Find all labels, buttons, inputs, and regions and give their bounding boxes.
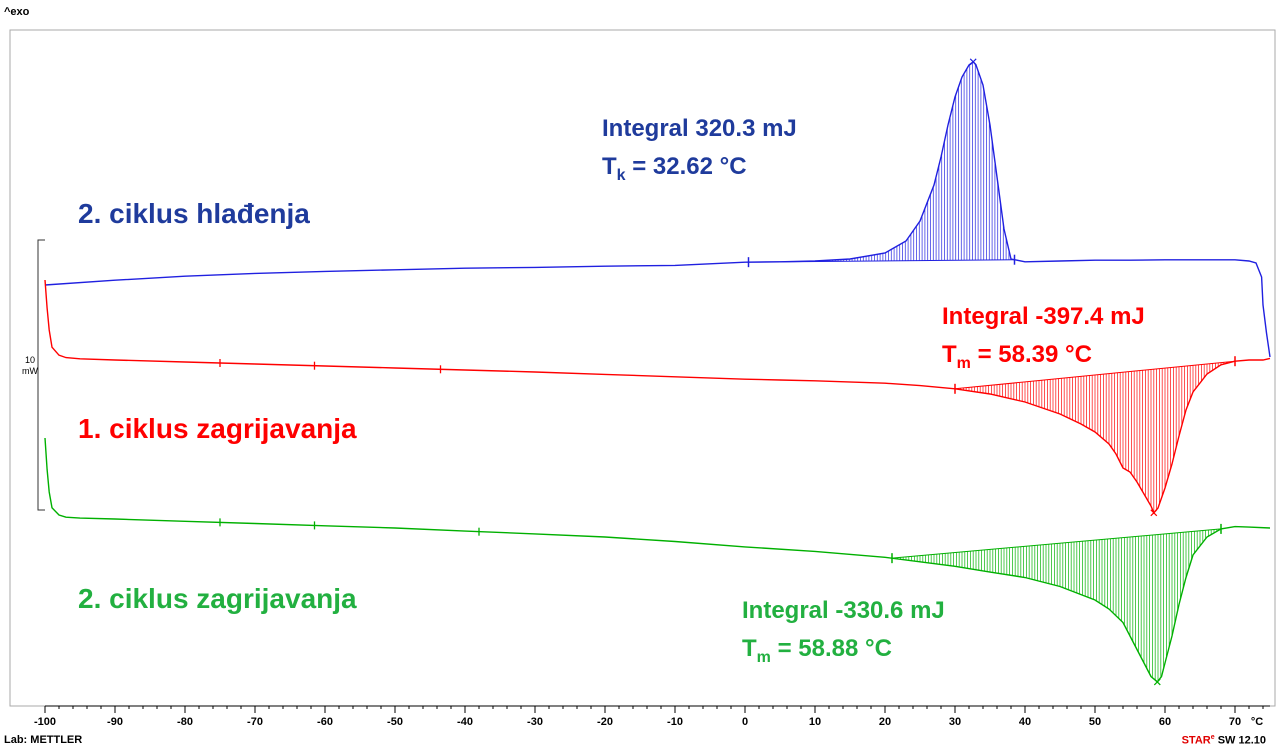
annotation-cooling2: Integral 320.3 mJ Tk = 32.62 °C xyxy=(602,110,797,195)
exo-direction-label: ^exo xyxy=(4,6,30,18)
peak-marker xyxy=(1153,678,1161,686)
software-suffix: SW 12.10 xyxy=(1214,734,1266,747)
annotation-heating2: Integral -330.6 mJ Tm = 58.88 °C xyxy=(742,592,945,677)
annotation-cooling2-sub: k xyxy=(616,166,626,184)
series-label-heating1: 1. ciklus zagrijavanja xyxy=(78,413,357,444)
curve-heating2 xyxy=(44,437,1271,683)
peak-marker xyxy=(969,58,977,66)
x-tick-label: -40 xyxy=(457,716,473,728)
x-tick-label: 70 xyxy=(1229,716,1241,728)
annotation-cooling2-value: = 32.62 °C xyxy=(625,153,747,180)
x-tick-label: 30 xyxy=(949,716,961,728)
annotation-cooling2-temp: Tk = 32.62 °C xyxy=(602,148,797,195)
series-label-heating2: 2. ciklus zagrijavanja xyxy=(78,583,357,614)
scale-bar-value: 10 xyxy=(24,355,35,365)
x-tick-label: 50 xyxy=(1089,716,1101,728)
annotation-heating2-temp: Tm = 58.88 °C xyxy=(742,630,945,677)
x-tick-label: 0 xyxy=(742,716,748,728)
x-tick-label: 10 xyxy=(809,716,821,728)
x-tick-label: -80 xyxy=(177,716,193,728)
integration-hatch-heating2 xyxy=(894,529,1220,681)
series-label-cooling2: 2. ciklus hlađenja xyxy=(78,198,310,229)
annotation-heating2-integral: Integral -330.6 mJ xyxy=(742,597,945,624)
x-tick-label: -20 xyxy=(597,716,613,728)
x-tick-label: -70 xyxy=(247,716,263,728)
annotation-heating1-symbol: T xyxy=(942,341,957,368)
annotation-heating1-temp: Tm = 58.39 °C xyxy=(942,336,1145,383)
annotation-heating1-value: = 58.39 °C xyxy=(970,341,1092,368)
curves xyxy=(44,58,1271,686)
x-tick-label: -10 xyxy=(667,716,683,728)
curve-heating1 xyxy=(44,279,1271,515)
annotation-heating1: Integral -397.4 mJ Tm = 58.39 °C xyxy=(942,298,1145,383)
annotation-heating1-integral: Integral -397.4 mJ xyxy=(942,303,1145,330)
scale-bar-label: 10 mW xyxy=(22,355,38,377)
software-label: STARe SW 12.10 xyxy=(1182,734,1266,747)
annotation-heating2-symbol: T xyxy=(742,635,757,662)
x-tick-label: -50 xyxy=(387,716,403,728)
lab-label: Lab: METTLER xyxy=(4,734,83,746)
x-axis-unit: °C xyxy=(1251,716,1263,728)
x-tick-label: 20 xyxy=(879,716,891,728)
curve-cooling2 xyxy=(44,60,1271,358)
x-tick-label: -100 xyxy=(34,716,56,728)
integration-baseline-heating1 xyxy=(954,360,1236,390)
integration-hatch-heating1 xyxy=(957,361,1233,513)
x-tick-label: -30 xyxy=(527,716,543,728)
annotation-heating2-value: = 58.88 °C xyxy=(770,635,892,662)
annotation-heating2-sub: m xyxy=(756,648,771,666)
x-tick-label: 60 xyxy=(1159,716,1171,728)
scale-bracket xyxy=(37,239,45,511)
integration-baseline-heating2 xyxy=(891,528,1222,559)
x-tick-label: -90 xyxy=(107,716,123,728)
x-tick-label: -60 xyxy=(317,716,333,728)
software-prefix: STAR xyxy=(1181,734,1211,747)
x-axis: -100 -90 -80 -70 -60 -50 -40 -30 -20 -10 0 10 20 30 40… xyxy=(34,706,1264,728)
annotation-heating1-sub: m xyxy=(956,354,971,372)
x-tick-label: 40 xyxy=(1019,716,1031,728)
software-sup: e xyxy=(1210,734,1215,741)
peak-marker xyxy=(1150,509,1158,517)
annotation-cooling2-symbol: T xyxy=(602,153,617,180)
scale-bar-unit: mW xyxy=(22,366,38,376)
annotation-cooling2-integral: Integral 320.3 mJ xyxy=(602,115,797,142)
